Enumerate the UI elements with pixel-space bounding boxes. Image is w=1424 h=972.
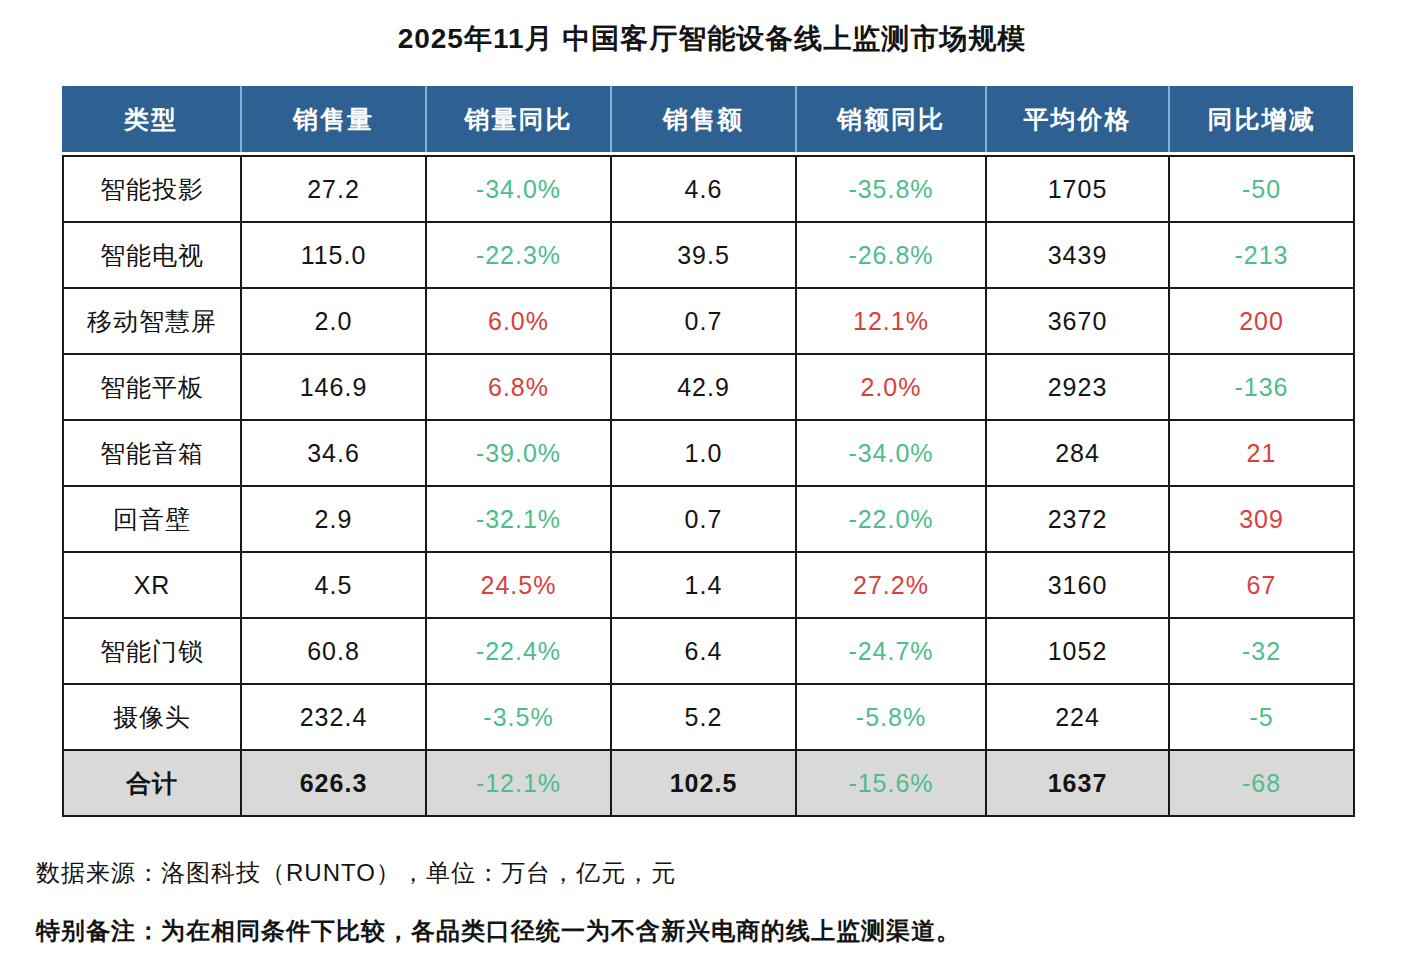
value-cell: -68 [1169,750,1354,816]
data-row: 移动智慧屏2.06.0%0.712.1%3670200 [63,288,1354,354]
value-cell: -34.0% [796,420,986,486]
data-row: 回音壁2.9-32.1%0.7-22.0%2372309 [63,486,1354,552]
value-cell: 6.4 [611,618,796,684]
value-cell: 60.8 [241,618,426,684]
value-cell: 27.2% [796,552,986,618]
row-label: XR [63,552,241,618]
value-cell: 67 [1169,552,1354,618]
value-cell: 2.0% [796,354,986,420]
value-cell: -15.6% [796,750,986,816]
special-note-line: 特别备注：为在相同条件下比较，各品类口径统一为不含新兴电商的线上监测渠道。 [36,915,1424,947]
value-cell: 4.5 [241,552,426,618]
total-row: 合计626.3-12.1%102.5-15.6%1637-68 [63,750,1354,816]
column-header-sales-volume: 销售量 [240,86,425,152]
value-cell: -5.8% [796,684,986,750]
market-table: 类型 销售量 销量同比 销售额 销额同比 平均价格 同比增减 智能投影27.2-… [62,86,1353,817]
value-cell: 146.9 [241,354,426,420]
value-cell: 4.6 [611,156,796,222]
value-cell: 309 [1169,486,1354,552]
page-title: 2025年11月 中国客厅智能设备线上监测市场规模 [0,0,1424,58]
column-header-volume-yoy: 销量同比 [425,86,610,152]
table-rows: 智能投影27.2-34.0%4.6-35.8%1705-50智能电视115.0-… [63,156,1354,816]
value-cell: 232.4 [241,684,426,750]
value-cell: 1.0 [611,420,796,486]
value-cell: -35.8% [796,156,986,222]
data-row: 智能平板146.96.8%42.92.0%2923-136 [63,354,1354,420]
value-cell: 6.0% [426,288,611,354]
row-label: 移动智慧屏 [63,288,241,354]
value-cell: -22.4% [426,618,611,684]
value-cell: 21 [1169,420,1354,486]
data-row: 智能门锁60.8-22.4%6.4-24.7%1052-32 [63,618,1354,684]
value-cell: 102.5 [611,750,796,816]
value-cell: -32 [1169,618,1354,684]
value-cell: -32.1% [426,486,611,552]
value-cell: -50 [1169,156,1354,222]
value-cell: 2.9 [241,486,426,552]
row-label: 摄像头 [63,684,241,750]
value-cell: 626.3 [241,750,426,816]
value-cell: -39.0% [426,420,611,486]
value-cell: -34.0% [426,156,611,222]
value-cell: 24.5% [426,552,611,618]
value-cell: 0.7 [611,486,796,552]
value-cell: 6.8% [426,354,611,420]
value-cell: -22.3% [426,222,611,288]
value-cell: 3160 [986,552,1169,618]
value-cell: 12.1% [796,288,986,354]
value-cell: 39.5 [611,222,796,288]
column-header-sales-value: 销售额 [610,86,795,152]
value-cell: 284 [986,420,1169,486]
row-label: 智能音箱 [63,420,241,486]
value-cell: -3.5% [426,684,611,750]
value-cell: 1705 [986,156,1169,222]
table-body: 智能投影27.2-34.0%4.6-35.8%1705-50智能电视115.0-… [62,155,1355,817]
row-label: 智能电视 [63,222,241,288]
value-cell: -24.7% [796,618,986,684]
data-source-line: 数据来源：洛图科技（RUNTO），单位：万台，亿元，元 [36,857,1424,889]
value-cell: -26.8% [796,222,986,288]
value-cell: 1052 [986,618,1169,684]
row-label: 合计 [63,750,241,816]
value-cell: 115.0 [241,222,426,288]
column-header-avg-price: 平均价格 [985,86,1168,152]
data-row: 智能音箱34.6-39.0%1.0-34.0%28421 [63,420,1354,486]
value-cell: 1637 [986,750,1169,816]
row-label: 智能平板 [63,354,241,420]
column-header-yoy-change: 同比增减 [1168,86,1353,152]
table-header-row: 类型 销售量 销量同比 销售额 销额同比 平均价格 同比增减 [62,86,1353,152]
page: 2025年11月 中国客厅智能设备线上监测市场规模 类型 销售量 销量同比 销售… [0,0,1424,947]
value-cell: 224 [986,684,1169,750]
data-row: 智能投影27.2-34.0%4.6-35.8%1705-50 [63,156,1354,222]
data-row: 摄像头232.4-3.5%5.2-5.8%224-5 [63,684,1354,750]
column-header-value-yoy: 销额同比 [795,86,985,152]
value-cell: 5.2 [611,684,796,750]
value-cell: 2923 [986,354,1169,420]
value-cell: 42.9 [611,354,796,420]
value-cell: 1.4 [611,552,796,618]
row-label: 智能投影 [63,156,241,222]
row-label: 智能门锁 [63,618,241,684]
column-header-type: 类型 [62,86,240,152]
value-cell: 3670 [986,288,1169,354]
value-cell: -22.0% [796,486,986,552]
row-label: 回音壁 [63,486,241,552]
value-cell: -136 [1169,354,1354,420]
value-cell: -213 [1169,222,1354,288]
value-cell: 3439 [986,222,1169,288]
value-cell: 34.6 [241,420,426,486]
data-row: 智能电视115.0-22.3%39.5-26.8%3439-213 [63,222,1354,288]
value-cell: -12.1% [426,750,611,816]
value-cell: 2.0 [241,288,426,354]
value-cell: 0.7 [611,288,796,354]
value-cell: 2372 [986,486,1169,552]
value-cell: 27.2 [241,156,426,222]
data-row: XR4.524.5%1.427.2%316067 [63,552,1354,618]
value-cell: 200 [1169,288,1354,354]
value-cell: -5 [1169,684,1354,750]
